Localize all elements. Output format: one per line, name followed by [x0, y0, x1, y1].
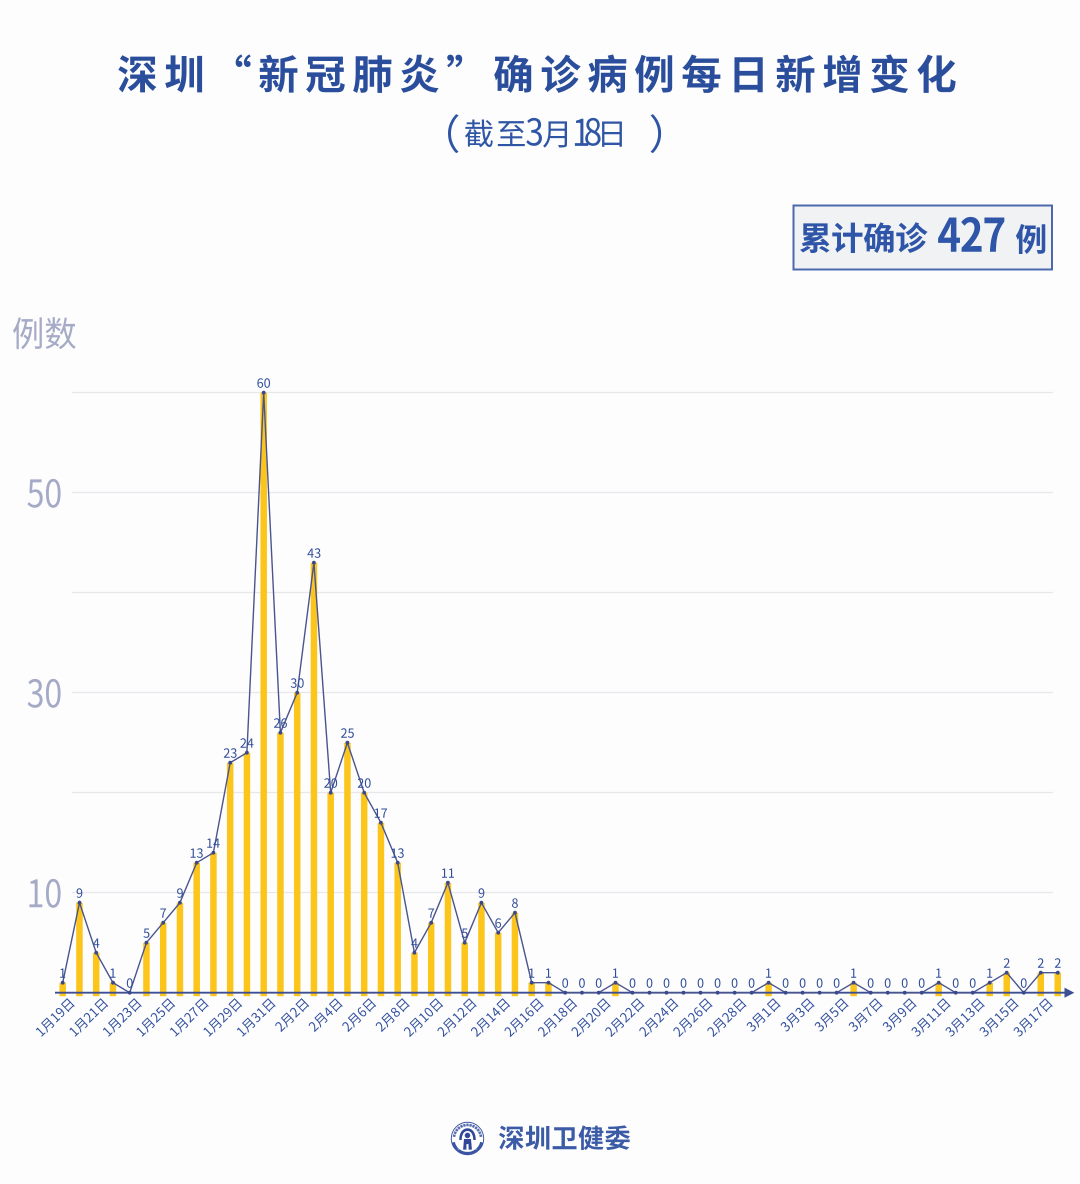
svg-text:S Z H C: S Z H C: [457, 1147, 478, 1151]
